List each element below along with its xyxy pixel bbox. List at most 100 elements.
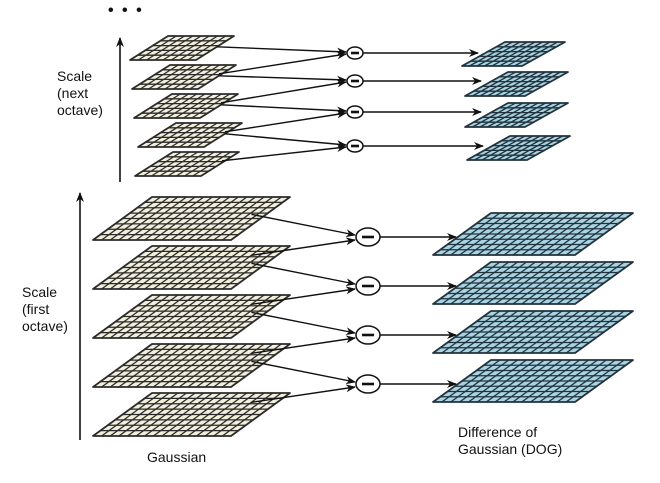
grid-col-line — [101, 294, 162, 339]
grid-col-line — [565, 359, 625, 403]
grid-col-line — [170, 294, 231, 339]
arrow-to-subtract — [224, 110, 347, 133]
grid-col-line — [556, 359, 616, 403]
arrow-to-subtract — [251, 213, 356, 238]
gaussian-plane-first-octave — [92, 294, 291, 339]
grid-col-line — [187, 196, 248, 241]
grid-col-line — [450, 359, 510, 403]
grid-col-line — [178, 343, 239, 388]
grid-col-line — [170, 343, 231, 388]
grid-col-line — [494, 261, 554, 305]
grid-col-line — [481, 135, 526, 161]
subtract-operator-icon — [355, 325, 381, 345]
grid-col-line — [127, 294, 187, 339]
grid-col-line — [178, 196, 239, 241]
grid-col-line — [504, 135, 548, 161]
grid-col-line — [221, 294, 282, 339]
grid-col-line — [468, 359, 527, 403]
grid-col-line — [170, 196, 231, 241]
arrow-to-subtract — [251, 384, 356, 404]
grid-col-line — [509, 71, 554, 97]
grid-col-line — [468, 261, 527, 305]
grid-col-line — [161, 392, 222, 437]
gaussian-plane-next-octave — [129, 35, 235, 61]
scale-first-octave-label: Scale (first octave) — [22, 284, 68, 335]
grid-col-line — [485, 359, 545, 403]
grid-col-line — [195, 122, 235, 148]
dog-plane-next-octave — [464, 102, 569, 128]
grid-col-line — [204, 196, 265, 241]
grid-col-line — [503, 212, 563, 256]
grid-col-line — [468, 212, 527, 256]
grid-col-line — [161, 343, 222, 388]
grid-col-line — [118, 294, 179, 339]
grid-col-line — [502, 102, 546, 128]
grid-col-line — [517, 102, 561, 128]
grid-col-line — [152, 245, 213, 290]
grid-col-line — [494, 212, 554, 256]
grid-col-line — [530, 310, 590, 354]
grid-col-line — [441, 310, 501, 354]
grid-col-line — [547, 310, 607, 354]
grid-col-line — [441, 212, 501, 256]
grid-col-line — [172, 64, 212, 90]
grid-col-line — [144, 294, 205, 339]
grid-col-line — [530, 359, 590, 403]
arrow-to-subtract — [251, 360, 356, 385]
arrow-to-subtract — [251, 311, 356, 336]
subtract-operator-icon — [346, 46, 364, 60]
grid-col-line — [450, 310, 510, 354]
grid-col-line — [178, 245, 239, 290]
grid-col-line — [187, 35, 227, 61]
gaussian-plane-next-octave — [133, 93, 239, 119]
grid-col-line — [101, 343, 162, 388]
grid-col-line — [485, 310, 545, 354]
grid-col-line — [145, 122, 185, 148]
grid-col-line — [152, 343, 213, 388]
grid-col-line — [506, 41, 551, 67]
dog-plane-first-octave — [432, 310, 634, 354]
grid-col-line — [139, 64, 179, 90]
grid-col-line — [547, 261, 607, 305]
grid-col-line — [487, 71, 531, 97]
grid-col-line — [547, 212, 607, 256]
grid-col-line — [109, 294, 170, 339]
grid-col-line — [565, 261, 625, 305]
grid-col-line — [221, 196, 282, 241]
grid-col-line — [137, 35, 177, 61]
grid-col-line — [141, 93, 181, 119]
grid-col-line — [109, 245, 170, 290]
grid-col-line — [491, 41, 536, 67]
grid-col-line — [162, 35, 202, 61]
grid-col-line — [187, 392, 248, 437]
arrow-to-subtract — [220, 104, 347, 115]
grid-col-line — [521, 359, 581, 403]
grid-col-line — [101, 245, 162, 290]
label-line: Gaussian (DOG) — [458, 441, 563, 457]
subtract-operator-icon — [346, 105, 364, 119]
grid-col-line — [494, 310, 554, 354]
grid-col-line — [472, 102, 516, 128]
grid-col-line — [184, 151, 223, 177]
grid-col-line — [135, 196, 196, 241]
grid-col-line — [127, 196, 187, 241]
grid-col-line — [474, 135, 518, 161]
gaussian-plane-next-octave — [137, 122, 243, 148]
grid-col-line — [144, 245, 205, 290]
grid-col-line — [459, 261, 519, 305]
grid-col-line — [476, 261, 536, 305]
grid-col-line — [539, 310, 598, 354]
grid-col-line — [196, 294, 256, 339]
grid-col-line — [479, 71, 524, 97]
grid-col-line — [174, 93, 214, 119]
dog-plane-next-octave — [461, 41, 566, 67]
grid-col-line — [109, 343, 170, 388]
grid-col-line — [512, 310, 572, 354]
arrow-to-subtract — [221, 144, 347, 162]
grid-col-line — [479, 102, 524, 128]
grid-col-line — [187, 245, 248, 290]
grid-col-line — [179, 35, 218, 61]
grid-col-line — [161, 196, 222, 241]
grid-col-line — [196, 392, 256, 437]
grid-col-line — [152, 392, 213, 437]
